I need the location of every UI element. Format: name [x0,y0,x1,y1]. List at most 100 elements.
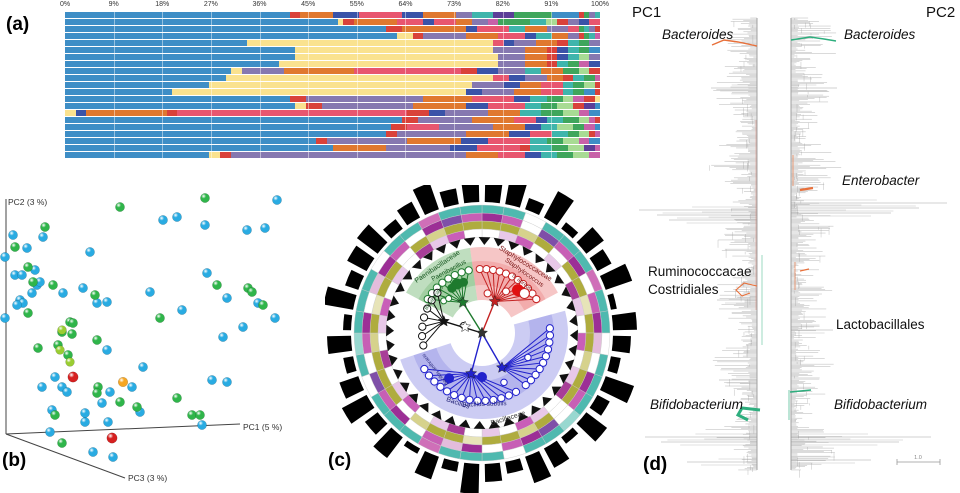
sample-point [85,247,95,257]
sample-point [106,432,118,444]
scale-bar-label: 1.0 [914,455,922,461]
bar-segment [589,33,595,39]
sample-point [132,402,142,412]
bar-segment [65,103,296,109]
bar-segment [578,68,590,74]
bar-segment [402,12,424,18]
bar-segment [466,152,499,158]
taxon-bifidobacterium-left: Bifidobacterium [650,397,744,412]
sample-point [27,288,37,298]
bar-segment [434,19,456,25]
bar-segment [583,124,595,130]
bar-segment [220,152,231,158]
bar-segment [594,26,600,32]
sample-point [0,252,10,262]
bar-segment [573,96,584,102]
bar-segment [594,103,600,109]
pc3-axis-label: PC3 (3 %) [128,473,167,483]
bar-segment [402,26,467,32]
bar-segment [562,89,574,95]
sample-point [138,362,148,372]
sample-point [0,313,10,323]
bar-segment [65,61,279,67]
bar-segment [557,47,568,53]
bar-segment [578,61,590,67]
sample-bar-row [65,96,600,102]
sample-point [270,313,280,323]
bar-segment [546,19,558,25]
bar-segment [514,12,552,18]
bar-segment [391,124,408,130]
bar-segment [402,117,419,123]
bar-segment [589,152,600,158]
pc2-axis-label: PC2 (3 %) [8,197,47,207]
sample-point [222,293,232,303]
bar-segment [476,26,510,32]
sample-point [68,318,78,328]
sample-point [108,452,118,462]
sample-point [102,345,112,355]
bar-segment [476,68,499,74]
taxon-lactobacillales: Lactobacillales [836,317,925,332]
bar-segment [589,47,601,53]
taxon-costridiales: Costridiales [648,282,719,297]
sample-point [197,420,207,430]
bar-segment [86,110,167,116]
bar-segment [551,145,568,151]
sample-point [80,408,90,418]
bar-segment [530,145,552,151]
axis-tick-label: 55% [349,1,364,8]
bar-segment [562,68,579,74]
bar-segment [535,40,558,46]
bar-segment [519,110,542,116]
sample-point [212,280,222,290]
bar-segment [65,19,338,25]
bar-segment [172,89,467,95]
bar-segment [551,131,568,137]
sample-point [23,308,33,318]
sample-point [92,335,102,345]
bar-segment [289,96,306,102]
bar-segment [578,131,590,137]
bar-segment [578,19,590,25]
bar-segment [279,61,499,67]
bar-segment [466,89,483,95]
sample-bar-row [65,47,601,53]
bar-segment [493,47,526,53]
bar-segment [541,68,563,74]
bar-segment [578,117,590,123]
bar-segment [246,40,493,46]
bar-segment [209,152,221,158]
sample-point [102,297,112,307]
bar-segment [589,68,600,74]
bar-segment [530,19,547,25]
bar-segment [594,145,600,151]
sample-bar-row [65,89,600,95]
bar-segment [65,145,333,151]
bar-segment [525,103,542,109]
scale-bar: 1.0 [896,455,941,465]
sample-point [177,305,187,315]
bar-segment [65,131,386,137]
bar-segment [525,68,542,74]
bar-segment [573,75,584,81]
sample-bar-row [65,12,600,18]
axis-tick-label: 64% [398,1,413,8]
bar-segment [230,68,242,74]
bar-segment [423,12,456,18]
bar-segment [423,19,435,25]
bar-segment [423,96,472,102]
taxon-bifidobacterium-right: Bifidobacterium [834,397,928,412]
bar-segment [589,138,600,144]
bar-segment [589,12,595,18]
bar-segment [65,124,392,130]
bar-segment [209,82,472,88]
bar-segment [551,12,579,18]
bar-segment [65,12,290,18]
bar-segment [557,54,568,60]
sample-point [115,397,125,407]
bar-segment [386,145,451,151]
sample-point [238,322,248,332]
bar-segment [562,117,579,123]
